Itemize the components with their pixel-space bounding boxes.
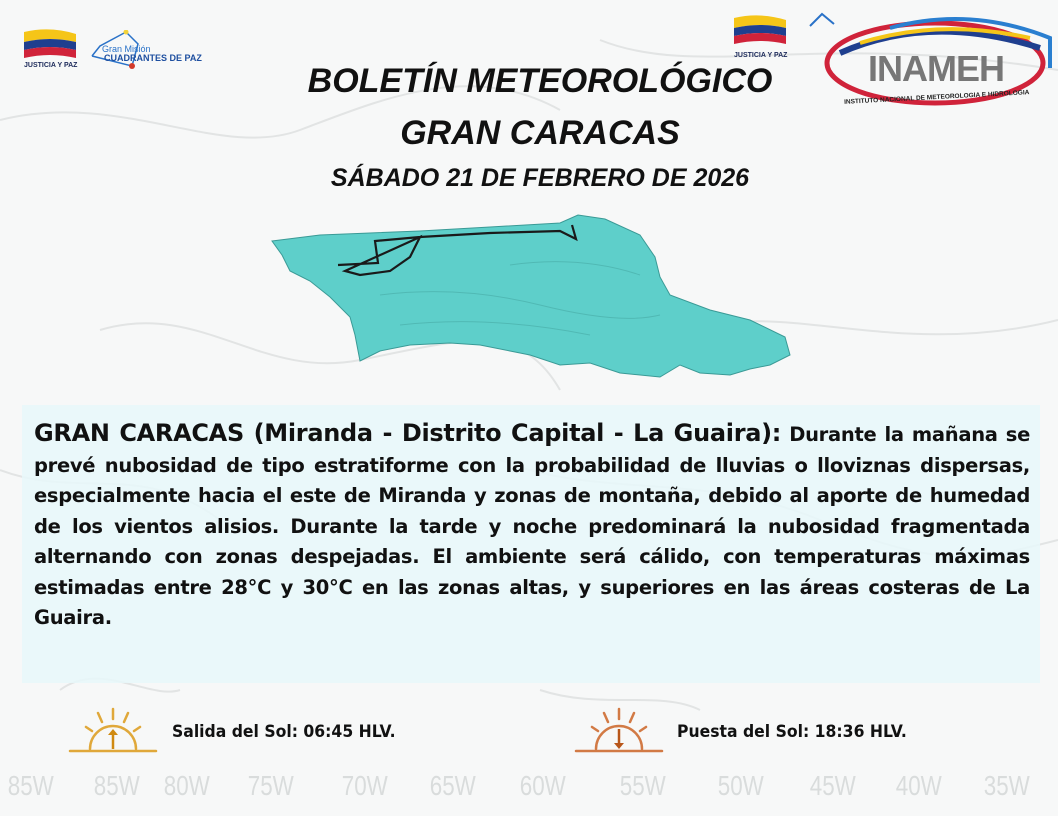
justicia-y-paz-logo-left: JUSTICIA Y PAZ [22, 28, 82, 69]
longitude-label: 85W [7, 770, 54, 801]
inameh-name: INAMEH [868, 48, 1005, 89]
logo-text: Gran Misión [102, 44, 151, 54]
cuadrantes-de-paz-logo-left: Gran Misión CUADRANTES DE PAZ [88, 29, 202, 70]
forecast-box [22, 405, 1040, 683]
venezuela-flag-icon [24, 29, 76, 58]
inameh-emblem-icon [809, 12, 1052, 106]
district-boundary [337, 224, 578, 277]
longitude-label: 65W [429, 770, 476, 801]
longitude-label: 80W [163, 770, 210, 801]
longitude-label: 45W [809, 770, 856, 801]
bulletin-title: BOLETÍN METEOROLÓGICO [307, 62, 773, 100]
longitude-label: 40W [895, 770, 942, 801]
venezuela-flag-icon [734, 15, 786, 44]
forecast-text: Durante la mañana se prevé nubosidad de … [34, 423, 1030, 629]
sunset-icon [574, 707, 664, 753]
longitude-label: 50W [717, 770, 764, 801]
longitude-label: 75W [247, 770, 294, 801]
logo-text: CUADRANTES DE PAZ [104, 53, 202, 63]
justicia-y-paz-logo-right: JUSTICIA Y PAZ [732, 12, 792, 62]
forecast-region: GRAN CARACAS (Miranda - Distrito Capital… [34, 419, 782, 447]
logo-caption: JUSTICIA Y PAZ [734, 52, 788, 59]
longitude-label: 70W [341, 770, 388, 801]
cuadrantes-outline-icon [91, 29, 139, 69]
longitude-label: 35W [983, 770, 1030, 801]
longitude-label: 85W [93, 770, 140, 801]
gran-caracas-map [271, 214, 791, 378]
longitude-label: 60W [519, 770, 566, 801]
longitude-label: 55W [619, 770, 666, 801]
region-shape [271, 214, 791, 378]
sunrise-icon [68, 707, 158, 753]
inameh-logo: INAMEH INSTITUTO NACIONAL DE METEOROLOGI… [800, 8, 1058, 118]
logo-caption: JUSTICIA Y PAZ [24, 62, 78, 69]
forecast-paragraph: GRAN CARACAS (Miranda - Distrito Capital… [34, 418, 1030, 634]
bulletin-date: SÁBADO 21 DE FEBRERO DE 2026 [330, 164, 750, 192]
sunset-time: Puesta del Sol: 18:36 HLV. [677, 722, 907, 742]
region-title: GRAN CARACAS [400, 114, 680, 152]
sunrise-time: Salida del Sol: 06:45 HLV. [172, 722, 396, 742]
